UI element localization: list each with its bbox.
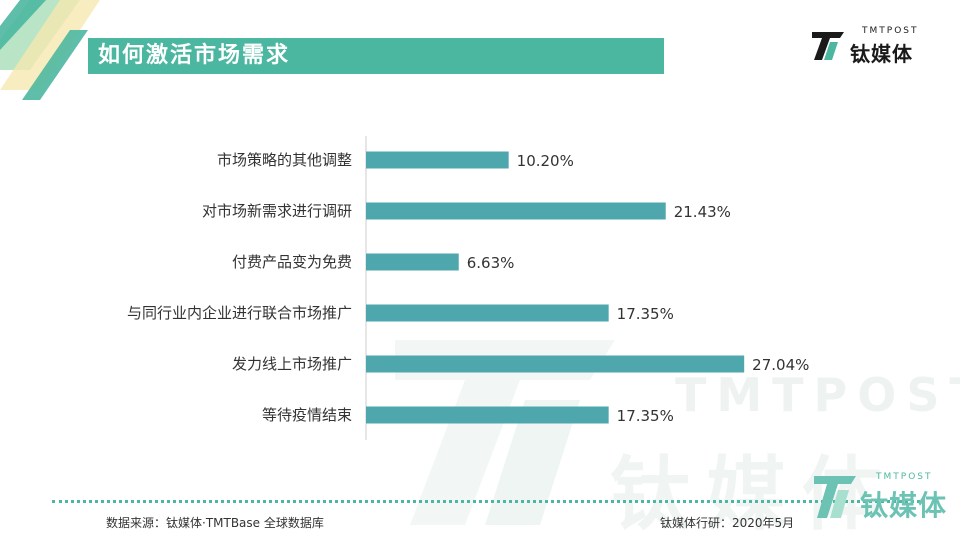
corner-decoration [0,0,100,100]
footer-divider [52,500,920,503]
value-label: 27.04% [752,356,809,374]
value-label: 21.43% [674,203,731,221]
footer-logo-wordmark: 钛媒体 [860,489,948,522]
data-source: 数据来源：钛媒体·TMTBase 全球数据库 [106,516,324,530]
logo-wordmark: 钛媒体 [850,42,913,66]
bar [366,406,609,424]
category-label: 等待疫情结束 [262,406,352,424]
category-label: 对市场新需求进行调研 [202,202,352,220]
footer-logo-icon [814,476,856,518]
bar [366,253,459,271]
bar [366,151,509,169]
bar [366,304,609,322]
bar [366,355,745,373]
category-label: 市场策略的其他调整 [217,151,352,169]
brand-logo: TMTPOST 钛媒体 [810,20,930,72]
category-label: 付费产品变为免费 [232,253,352,271]
category-label: 发力线上市场推广 [232,355,352,373]
footer-logo-subtitle: TMTPOST [876,472,933,482]
value-label: 6.63% [467,254,515,272]
footer-logo: TMTPOST 钛媒体 [812,468,952,528]
logo-subtitle: TMTPOST [862,26,919,36]
research-credit: 钛媒体行研：2020年5月 [660,516,795,530]
category-label: 与同行业内企业进行联合市场推广 [127,304,352,322]
page-title: 如何激活市场需求 [88,38,664,74]
tmtpost-logo-icon [812,32,844,60]
bar [366,202,666,220]
value-label: 17.35% [617,407,674,425]
value-label: 10.20% [517,152,574,170]
value-label: 17.35% [617,305,674,323]
